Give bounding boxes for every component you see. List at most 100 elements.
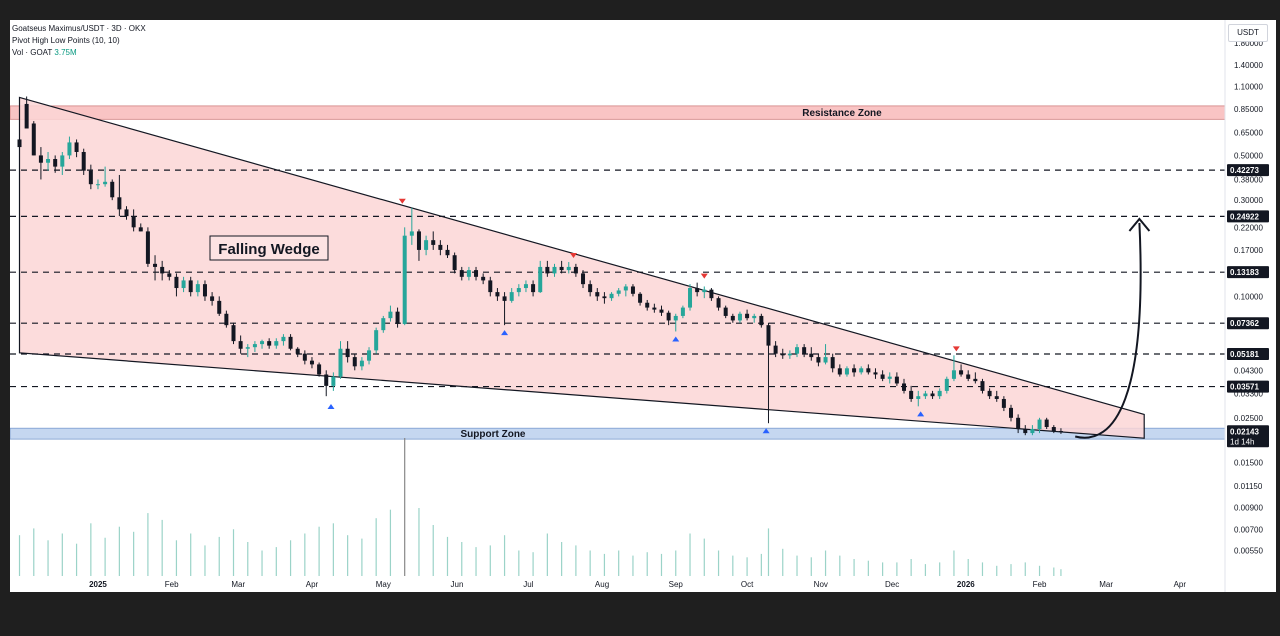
candle-body xyxy=(367,350,372,361)
candle xyxy=(103,166,108,187)
candle xyxy=(459,266,464,281)
candle xyxy=(973,372,978,384)
falling-wedge-shape xyxy=(18,96,1145,439)
candle-body xyxy=(274,341,279,346)
candle-body xyxy=(260,341,265,345)
candle xyxy=(24,96,29,129)
volume-line[interactable]: Vol · GOAT 3.75M xyxy=(12,47,146,59)
candle xyxy=(638,292,643,306)
candle xyxy=(1016,414,1021,434)
candle xyxy=(773,341,778,358)
candle xyxy=(281,334,286,346)
candle-body xyxy=(110,181,115,198)
candle-body xyxy=(359,360,364,367)
candle xyxy=(388,305,393,322)
candle-body xyxy=(153,263,158,267)
volume-bar xyxy=(732,555,734,576)
candle xyxy=(302,350,307,365)
candle-body xyxy=(488,280,493,293)
candle-body xyxy=(516,288,521,293)
volume-bar xyxy=(767,528,770,576)
candle-body xyxy=(67,142,72,156)
candle xyxy=(673,313,678,332)
candle xyxy=(110,179,115,201)
current-price-badge xyxy=(1227,425,1269,448)
volume-bar xyxy=(939,562,941,576)
candle-body xyxy=(559,266,564,271)
candle xyxy=(317,362,322,377)
candle xyxy=(859,366,864,375)
candle xyxy=(481,273,486,285)
chart-legend: Goatseus Maximus/USDT · 3D · OKX Pivot H… xyxy=(12,23,146,59)
candle xyxy=(474,266,479,281)
candle xyxy=(723,305,728,319)
volume-bar xyxy=(810,557,812,576)
volume-bar xyxy=(404,438,406,576)
candle-body xyxy=(538,266,543,293)
projection-arrow xyxy=(1074,222,1142,439)
candle xyxy=(852,364,857,377)
candle-body xyxy=(188,280,193,293)
candle xyxy=(923,390,928,399)
candle xyxy=(844,366,849,377)
volume-bar xyxy=(689,533,691,576)
candle-body xyxy=(267,341,272,346)
candle-body xyxy=(345,348,350,358)
candle xyxy=(645,299,650,311)
candle xyxy=(452,252,457,274)
candle xyxy=(131,209,136,232)
currency-label[interactable]: USDT xyxy=(1228,24,1268,42)
candle-body xyxy=(509,292,514,301)
candle xyxy=(894,372,899,386)
candle xyxy=(17,98,22,148)
level-price-label: 0.24922 xyxy=(1230,212,1259,221)
price-chart[interactable]: Resistance Zone Support Zone Falling Wedge… xyxy=(10,20,1276,592)
candle xyxy=(737,311,742,323)
candle xyxy=(602,292,607,304)
symbol-line[interactable]: Goatseus Maximus/USDT · 3D · OKX xyxy=(12,24,146,33)
bar-countdown-label: 1d 14h xyxy=(1230,437,1254,446)
candle xyxy=(759,313,764,328)
candle xyxy=(688,284,693,311)
candle-body xyxy=(1009,407,1014,418)
volume-bar xyxy=(839,555,841,576)
candle-body xyxy=(381,318,386,331)
time-tick-label: Mar xyxy=(1099,580,1113,589)
candle-body xyxy=(331,376,336,386)
volume-bar xyxy=(361,538,363,576)
pivot-high-marker xyxy=(570,253,578,259)
price-tick-label: 0.22000 xyxy=(1234,223,1263,232)
candle xyxy=(552,263,557,277)
candle-body xyxy=(887,376,892,379)
candle-body xyxy=(103,181,108,185)
volume-bar xyxy=(104,537,106,576)
candle xyxy=(267,338,272,349)
candle-body xyxy=(844,368,849,375)
candle-body xyxy=(38,155,43,163)
candle xyxy=(887,372,892,384)
candle-body xyxy=(46,158,51,163)
candle-body xyxy=(231,325,236,342)
candle xyxy=(595,288,600,301)
candle xyxy=(352,353,357,371)
candle xyxy=(445,244,450,259)
chart-panel[interactable]: Resistance Zone Support Zone Falling Wedge… xyxy=(10,20,1276,592)
pivot-low-marker xyxy=(672,336,680,342)
price-tick-label: 0.65000 xyxy=(1234,128,1263,137)
candle xyxy=(331,372,336,391)
candle xyxy=(81,148,86,175)
time-tick-label: Aug xyxy=(595,580,609,589)
candle xyxy=(53,155,58,173)
candle-body xyxy=(131,216,136,228)
candle-body xyxy=(167,273,172,277)
candle xyxy=(502,292,507,326)
candle-body xyxy=(210,296,215,301)
candle-body xyxy=(324,374,329,386)
indicator-line[interactable]: Pivot High Low Points (10, 10) xyxy=(12,36,120,45)
volume-bar xyxy=(896,562,898,576)
candle xyxy=(31,121,36,156)
candle-body xyxy=(395,311,400,324)
level-price-badge xyxy=(1227,347,1269,360)
candle xyxy=(716,296,721,311)
level-price-label: 0.05181 xyxy=(1230,350,1259,359)
